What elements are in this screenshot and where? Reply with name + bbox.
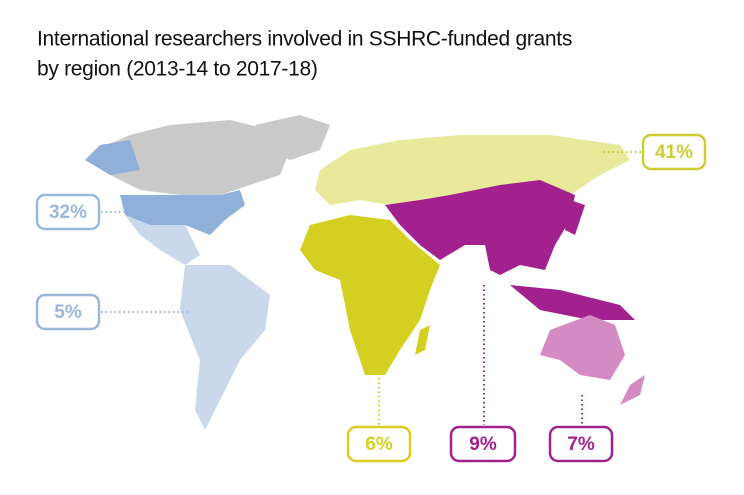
badge-box bbox=[449, 425, 517, 463]
greenland bbox=[255, 115, 330, 160]
region-shape bbox=[620, 375, 645, 405]
badge-label: 41% bbox=[655, 142, 693, 163]
badge-box bbox=[641, 133, 707, 171]
badge-box bbox=[35, 293, 101, 331]
region-shape bbox=[510, 285, 635, 320]
region-shape bbox=[385, 180, 575, 275]
region-shape bbox=[125, 215, 200, 265]
region-shape bbox=[85, 140, 140, 175]
badges: 41% 32% 5% 6% 9% 7% bbox=[35, 133, 707, 463]
badge-box bbox=[346, 425, 412, 463]
unassigned-land bbox=[95, 115, 330, 195]
region-shape bbox=[415, 325, 430, 355]
canada bbox=[95, 120, 290, 195]
badge-box bbox=[35, 193, 101, 231]
badge-label: 32% bbox=[49, 202, 87, 223]
badge-label: 7% bbox=[567, 434, 595, 455]
title-line: International researchers involved in SS… bbox=[37, 28, 572, 51]
badge-label: 6% bbox=[365, 434, 393, 455]
region-shape bbox=[300, 215, 440, 375]
title-line: by region (2013-14 to 2017-18) bbox=[37, 58, 318, 81]
regions bbox=[85, 135, 645, 430]
region-shape bbox=[180, 265, 270, 430]
badge-label: 5% bbox=[54, 302, 82, 323]
region-shape bbox=[120, 190, 245, 235]
region-shape bbox=[565, 200, 585, 235]
badge-box bbox=[548, 425, 614, 463]
region-shape bbox=[540, 315, 625, 380]
badge-label: 9% bbox=[469, 434, 497, 455]
